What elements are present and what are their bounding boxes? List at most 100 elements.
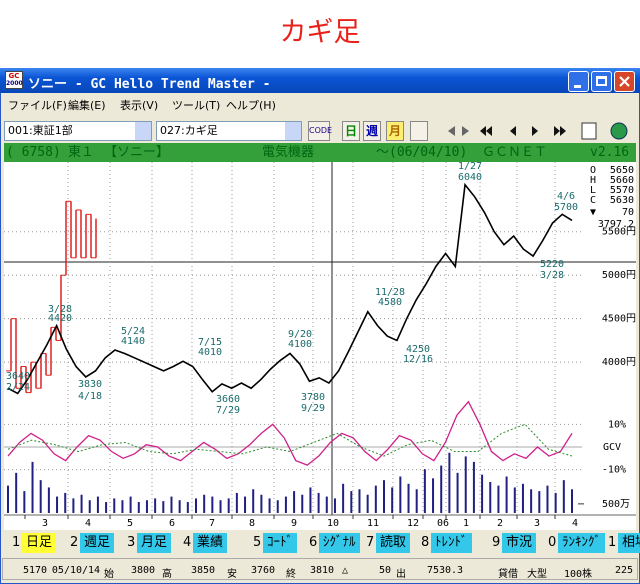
- volume-bar: [513, 487, 516, 513]
- volume-bar: [399, 476, 402, 513]
- stock-header: ( 6758) 東１ 【ソニー】 電気機器 〜(06/04/10) ＧＣＮＥＴ …: [4, 143, 636, 162]
- tab-label[interactable]: ﾄﾚﾝﾄﾞ: [431, 533, 472, 553]
- volume-bar: [554, 492, 557, 513]
- y-tick-label: 4500円: [602, 314, 636, 325]
- tab-key[interactable]: 6: [309, 535, 318, 550]
- volume-bar: [407, 483, 410, 513]
- tab-label[interactable]: ﾗﾝｷﾝｸﾞ: [558, 533, 605, 553]
- menu-item[interactable]: ファイル(F): [8, 99, 67, 112]
- tab-key[interactable]: 3: [127, 535, 136, 550]
- volume-bar: [72, 498, 75, 513]
- menu-item[interactable]: 編集(E): [68, 99, 106, 112]
- volume-bar: [170, 496, 173, 513]
- weekly-button[interactable]: 週: [363, 121, 381, 141]
- status-item: 3760: [250, 565, 276, 576]
- market-select[interactable]: 001:東証1部: [4, 121, 152, 141]
- volume-bar: [530, 489, 533, 513]
- x-tick-label: 3: [534, 518, 540, 529]
- annotation-date: 9/29: [301, 403, 325, 414]
- x-tick-label: 10: [327, 518, 339, 529]
- volume-bar: [227, 498, 230, 513]
- annotation-value: 4580: [378, 297, 402, 308]
- volume-bar: [276, 500, 279, 513]
- menu-item[interactable]: ヘルプ(H): [226, 99, 276, 112]
- y-tick-label: 5000円: [602, 270, 636, 281]
- stock-market: 東１: [68, 145, 95, 160]
- x-tick-label: 3: [42, 518, 48, 529]
- annotation-date: 4/18: [78, 391, 102, 402]
- y-tick-label: 500万: [602, 499, 630, 510]
- annotation-date: 4/6: [557, 191, 575, 202]
- volume-bar: [432, 478, 435, 513]
- annotation-date: 5/24: [121, 326, 145, 337]
- x-tick-label: 5: [127, 518, 133, 529]
- annotation-value: 3780: [301, 392, 325, 403]
- tab-key[interactable]: 5: [253, 535, 262, 550]
- status-item: 3800: [130, 565, 156, 576]
- volume-bar: [56, 496, 59, 513]
- tab-label[interactable]: 相場: [618, 533, 640, 553]
- status-item: 大型: [527, 569, 547, 580]
- tab-label[interactable]: 業績: [193, 533, 228, 553]
- menu-item[interactable]: ツール(T): [172, 99, 221, 112]
- data-source: ＧＣＮＥＴ: [482, 145, 548, 160]
- volume-bar: [47, 487, 50, 513]
- chart-type-select[interactable]: 027:カギ足: [156, 121, 302, 141]
- tab-key[interactable]: 8: [421, 535, 430, 550]
- tab-key[interactable]: 0: [548, 535, 557, 550]
- tab-label[interactable]: ｼｸﾞﾅﾙ: [319, 533, 360, 553]
- x-tick-label: 7: [209, 518, 215, 529]
- tab-key[interactable]: 1: [608, 535, 617, 550]
- volume-bar: [162, 501, 165, 513]
- volume-bar: [121, 500, 124, 513]
- window-title: ソニー - GC Hello Trend Master -: [28, 77, 271, 92]
- tab-label[interactable]: 日足: [22, 533, 57, 553]
- daily-button[interactable]: 日: [342, 121, 360, 141]
- menu-item[interactable]: 表示(V): [120, 99, 159, 112]
- volume-bar: [219, 500, 222, 513]
- x-tick-label: 8: [249, 518, 255, 529]
- minimize-button[interactable]: [568, 71, 589, 92]
- monthly-button[interactable]: 月: [386, 121, 404, 141]
- annotation-value: 4100: [288, 339, 312, 350]
- y-tick-label: 10%: [608, 419, 626, 430]
- table-button[interactable]: [410, 121, 428, 141]
- volume-bar: [521, 483, 524, 513]
- nav-buttons[interactable]: [440, 121, 640, 141]
- volume-bar: [562, 480, 565, 513]
- volume-bar: [481, 474, 484, 513]
- volume-bar: [178, 500, 181, 513]
- status-item: 225: [614, 565, 634, 576]
- close-button[interactable]: [614, 71, 635, 92]
- volume-bar: [145, 500, 148, 513]
- tab-key[interactable]: 9: [492, 535, 501, 550]
- volume-bar: [538, 491, 541, 513]
- tab-key[interactable]: 2: [70, 535, 79, 550]
- volume-bar: [39, 480, 42, 513]
- volume-bar: [186, 502, 189, 513]
- tab-label[interactable]: ｺｰﾄﾞ: [263, 533, 297, 553]
- code-button[interactable]: CODE: [308, 121, 332, 141]
- change-value: 70: [622, 207, 634, 218]
- volume-bar: [325, 496, 328, 513]
- annotation-value: 4420: [48, 313, 72, 324]
- annotation-date: 11/28: [375, 287, 405, 298]
- tab-key[interactable]: 4: [183, 535, 192, 550]
- tab-label[interactable]: 市況: [502, 533, 537, 553]
- annotation-value: 5220: [540, 259, 564, 270]
- tab-key[interactable]: 1: [12, 535, 21, 550]
- app-version: v2.16: [590, 145, 630, 160]
- tab-label[interactable]: 月足: [137, 533, 172, 553]
- status-item: 7530.3: [426, 565, 464, 576]
- volume-bar: [350, 491, 353, 513]
- volume-bar: [284, 496, 287, 513]
- volume-bar: [440, 465, 443, 513]
- volume-bar: [358, 489, 361, 513]
- x-tick-label: 6: [169, 518, 175, 529]
- volume-bar: [129, 496, 132, 513]
- tab-label[interactable]: 読取: [376, 533, 411, 553]
- x-tick-label: 2: [497, 518, 503, 529]
- maximize-button[interactable]: [591, 71, 612, 92]
- tab-key[interactable]: 7: [366, 535, 375, 550]
- tab-label[interactable]: 週足: [80, 533, 115, 553]
